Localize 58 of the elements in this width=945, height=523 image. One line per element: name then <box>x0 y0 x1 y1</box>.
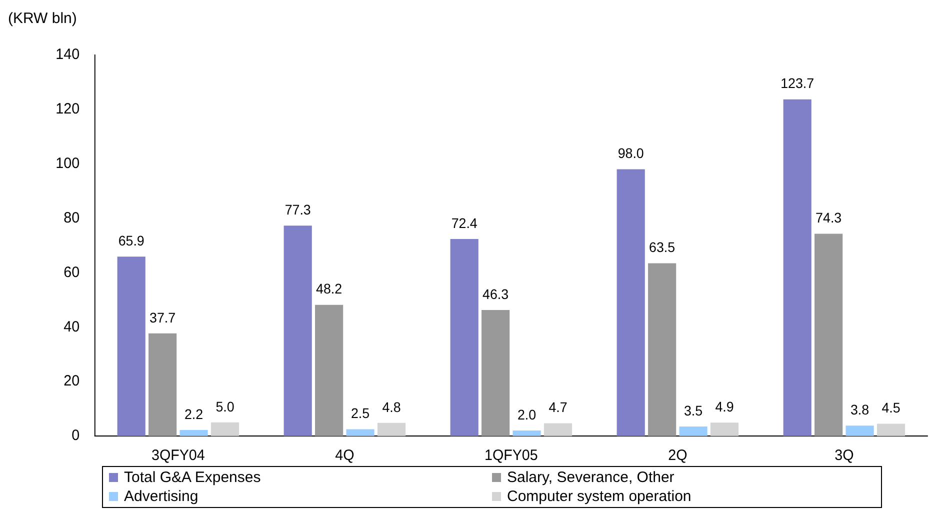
bar <box>315 304 344 436</box>
legend-label: Salary, Severance, Other <box>507 468 674 487</box>
x-tick-label: 4Q <box>335 448 354 464</box>
y-tick-label: 60 <box>64 264 80 281</box>
data-label: 3.8 <box>850 402 870 418</box>
bar <box>180 430 208 436</box>
bar <box>148 333 177 436</box>
data-label: 72.4 <box>451 216 478 231</box>
data-label: 63.5 <box>649 240 676 256</box>
data-label: 2.5 <box>350 406 370 422</box>
data-label: 77.3 <box>284 202 312 218</box>
bar <box>710 422 739 436</box>
y-tick-label: 0 <box>72 428 80 444</box>
data-label: 2.0 <box>517 407 536 422</box>
bar <box>482 310 510 436</box>
bar <box>284 226 312 436</box>
y-tick-label: 120 <box>56 101 80 118</box>
data-label: 4.7 <box>548 400 568 416</box>
legend-label: Total G&A Expenses <box>124 468 261 487</box>
y-tick-label: 140 <box>56 46 80 64</box>
bar <box>210 422 240 436</box>
bar <box>876 424 906 436</box>
x-tick-label: 3Q <box>834 448 854 464</box>
bar <box>616 169 645 436</box>
data-label: 4.5 <box>882 400 901 416</box>
y-tick-label: 20 <box>64 373 80 390</box>
x-tick-label: 3QFY04 <box>151 448 205 464</box>
data-label: 46.3 <box>482 286 509 302</box>
data-label: 4.9 <box>715 399 734 415</box>
x-tick-label: 1QFY05 <box>484 448 538 464</box>
y-tick-label: 80 <box>64 210 80 227</box>
bar <box>512 430 541 436</box>
bar <box>377 422 406 436</box>
data-label: 98.0 <box>618 146 644 162</box>
bar <box>450 238 478 436</box>
data-label: 65.9 <box>118 233 144 249</box>
bar <box>814 234 843 436</box>
bar <box>346 429 374 436</box>
data-label: 4.8 <box>382 400 402 415</box>
data-label: 74.3 <box>816 210 842 226</box>
bar <box>544 423 572 436</box>
data-label: 123.7 <box>780 76 814 92</box>
bar <box>648 263 676 436</box>
data-label: 2.2 <box>184 406 204 422</box>
bar <box>679 426 708 436</box>
y-axis-title: (KRW bln) <box>8 10 77 27</box>
y-tick-label: 40 <box>64 319 80 336</box>
data-label: 37.7 <box>150 310 176 326</box>
bar <box>117 256 146 436</box>
x-tick-label: 2Q <box>668 448 688 464</box>
bar <box>846 426 874 436</box>
data-label: 48.2 <box>316 281 342 297</box>
bar <box>783 99 812 436</box>
legend-label: Advertising <box>124 487 198 506</box>
data-label: 3.5 <box>684 403 703 418</box>
data-label: 5.0 <box>216 398 235 414</box>
legend-label: Computer system operation <box>507 487 692 506</box>
y-tick-label: 100 <box>56 156 80 172</box>
